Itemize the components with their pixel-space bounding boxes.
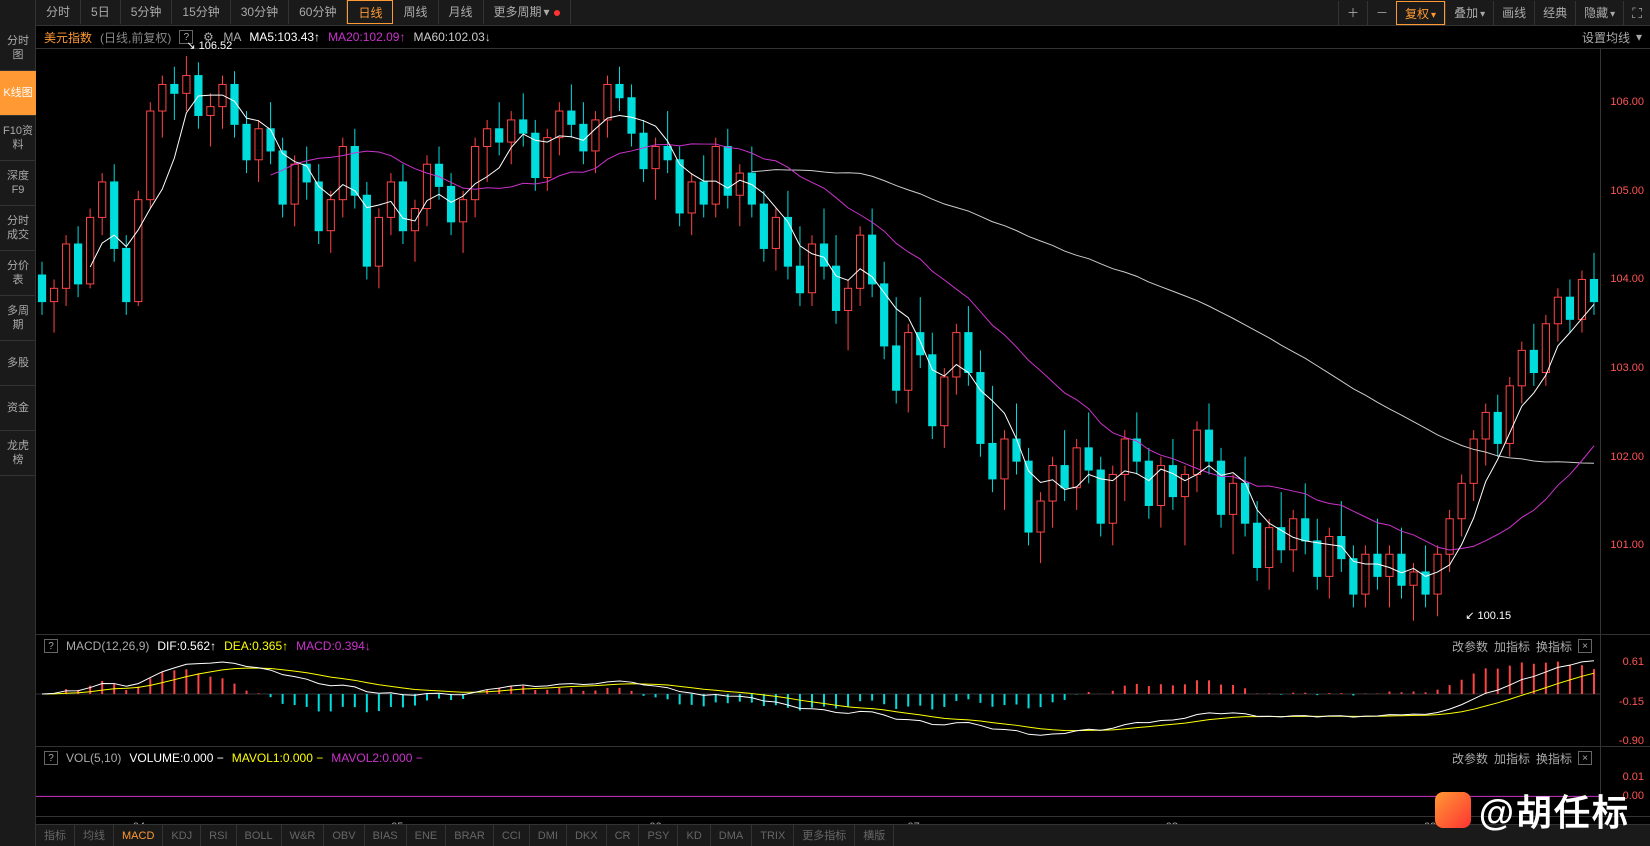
macd-value: MACD:0.394↓ <box>296 639 371 653</box>
ma60-value: MA60:102.03↓ <box>413 30 490 44</box>
volume-value: VOLUME:0.000 − <box>129 751 223 765</box>
macd-panel: ? MACD(12,26,9) DIF:0.562↑ DEA:0.365↑ MA… <box>36 634 1650 746</box>
sidebar-K线图[interactable]: K线图 <box>0 71 36 116</box>
timeframe-5日[interactable]: 5日 <box>81 0 121 24</box>
indicator-tabs: 指标均线MACDKDJRSIBOLLW&ROBVBIASENEBRARCCIDM… <box>36 824 1650 846</box>
sidebar-多周期[interactable]: 多周期 <box>0 296 36 341</box>
toolbar-－[interactable]: － <box>1367 1 1396 25</box>
ma-settings-link[interactable]: 设置均线 <box>1582 29 1630 46</box>
action-改参数[interactable]: 改参数 <box>1452 750 1488 767</box>
indicator-tab-均线[interactable]: 均线 <box>75 825 114 846</box>
dea-value: DEA:0.365↑ <box>224 639 288 653</box>
toolbar-叠加[interactable]: 叠加 <box>1445 1 1493 25</box>
toolbar-＋[interactable]: ＋ <box>1338 1 1367 25</box>
mavol2-value: MAVOL2:0.000 − <box>331 751 423 765</box>
toolbar-隐藏[interactable]: 隐藏 <box>1575 1 1623 25</box>
indicator-tab-MACD[interactable]: MACD <box>114 825 163 846</box>
timeframe-15分钟[interactable]: 15分钟 <box>172 0 230 24</box>
close-icon[interactable]: × <box>1578 639 1592 653</box>
action-换指标[interactable]: 换指标 <box>1536 638 1572 655</box>
toolbar-经典[interactable]: 经典 <box>1534 1 1575 25</box>
indicator-tab-DMA[interactable]: DMA <box>711 825 752 846</box>
top-toolbar: 分时5日5分钟15分钟30分钟60分钟日线周线月线更多周期▾ ＋－复权叠加画线经… <box>0 0 1650 26</box>
action-加指标[interactable]: 加指标 <box>1494 750 1530 767</box>
indicator-tab-指标[interactable]: 指标 <box>36 825 75 846</box>
indicator-tab-TRIX[interactable]: TRIX <box>752 825 794 846</box>
action-改参数[interactable]: 改参数 <box>1452 638 1488 655</box>
timeframe-周线[interactable]: 周线 <box>393 0 438 24</box>
help-icon[interactable]: ? <box>44 751 58 765</box>
indicator-tab-RSI[interactable]: RSI <box>201 825 236 846</box>
indicator-tab-KD[interactable]: KD <box>678 825 710 846</box>
sidebar-多股[interactable]: 多股 <box>0 341 36 386</box>
ma20-value: MA20:102.09↑ <box>328 30 405 44</box>
timeframe-月线[interactable]: 月线 <box>439 0 484 24</box>
indicator-tab-W&R[interactable]: W&R <box>282 825 325 846</box>
symbol-name: 美元指数 <box>44 29 92 46</box>
sidebar-龙虎榜[interactable]: 龙虎榜 <box>0 431 36 476</box>
timeframe-60分钟[interactable]: 60分钟 <box>289 0 347 24</box>
period-label: (日线,前复权) <box>100 29 171 46</box>
macd-name: MACD(12,26,9) <box>66 639 149 653</box>
help-icon[interactable]: ? <box>44 639 58 653</box>
timeframe-分时[interactable]: 分时 <box>36 0 81 24</box>
indicator-tab-CR[interactable]: CR <box>607 825 640 846</box>
mavol1-value: MAVOL1:0.000 − <box>232 751 324 765</box>
toolbar-画线[interactable]: 画线 <box>1493 1 1534 25</box>
timeframe-更多周期[interactable]: 更多周期▾ <box>484 0 571 24</box>
timeframe-30分钟[interactable]: 30分钟 <box>231 0 289 24</box>
sidebar-F10资料[interactable]: F10资料 <box>0 116 36 161</box>
indicator-tab-BOLL[interactable]: BOLL <box>237 825 282 846</box>
indicator-tab-横版[interactable]: 横版 <box>855 825 894 846</box>
weibo-icon <box>1435 792 1471 828</box>
indicator-tab-OBV[interactable]: OBV <box>324 825 364 846</box>
low-price-label: ↙ 100.15 <box>1465 609 1511 622</box>
watermark: @胡任标 <box>1435 784 1630 836</box>
indicator-tab-更多指标[interactable]: 更多指标 <box>794 825 855 846</box>
ma5-value: MA5:103.43↑ <box>249 30 320 44</box>
indicator-tab-DKX[interactable]: DKX <box>567 825 607 846</box>
candlestick-panel: ↘ 106.52 ↙ 100.15 101.00102.00103.00104.… <box>36 48 1650 634</box>
sidebar-深度F9[interactable]: 深度F9 <box>0 161 36 206</box>
chart-header: 美元指数 (日线,前复权) ? ⚙ MA MA5:103.43↑ MA20:10… <box>36 26 1650 48</box>
action-加指标[interactable]: 加指标 <box>1494 638 1530 655</box>
left-sidebar: 分时图K线图F10资料深度F9分时成交分价表多周期多股资金龙虎榜 <box>0 0 36 846</box>
indicator-tab-BIAS[interactable]: BIAS <box>365 825 407 846</box>
toolbar-复权[interactable]: 复权 <box>1396 1 1445 25</box>
indicator-tab-KDJ[interactable]: KDJ <box>163 825 201 846</box>
dif-value: DIF:0.562↑ <box>157 639 216 653</box>
sidebar-分时成交[interactable]: 分时成交 <box>0 206 36 251</box>
indicator-tab-DMI[interactable]: DMI <box>530 825 567 846</box>
price-y-axis: 101.00102.00103.00104.00105.00106.00 <box>1600 49 1650 634</box>
high-price-label: ↘ 106.52 <box>186 39 232 52</box>
vol-name: VOL(5,10) <box>66 751 121 765</box>
indicator-tab-BRAR[interactable]: BRAR <box>446 825 494 846</box>
macd-y-axis: -0.90-0.150.61 <box>1600 635 1650 746</box>
close-icon[interactable]: × <box>1578 751 1592 765</box>
sidebar-资金[interactable]: 资金 <box>0 386 36 431</box>
timeframe-5分钟[interactable]: 5分钟 <box>121 0 173 24</box>
indicator-tab-CCI[interactable]: CCI <box>494 825 530 846</box>
indicator-tab-PSY[interactable]: PSY <box>639 825 678 846</box>
expand-icon[interactable]: ⛶ <box>1623 1 1650 25</box>
indicator-tab-ENE[interactable]: ENE <box>407 825 447 846</box>
timeframe-日线[interactable]: 日线 <box>347 0 393 24</box>
main-area: 美元指数 (日线,前复权) ? ⚙ MA MA5:103.43↑ MA20:10… <box>36 26 1650 846</box>
sidebar-分价表[interactable]: 分价表 <box>0 251 36 296</box>
chevron-down-icon[interactable]: ▾ <box>1636 30 1642 44</box>
vol-panel: ? VOL(5,10) VOLUME:0.000 − MAVOL1:0.000 … <box>36 746 1650 816</box>
sidebar-分时图[interactable]: 分时图 <box>0 26 36 71</box>
action-换指标[interactable]: 换指标 <box>1536 750 1572 767</box>
